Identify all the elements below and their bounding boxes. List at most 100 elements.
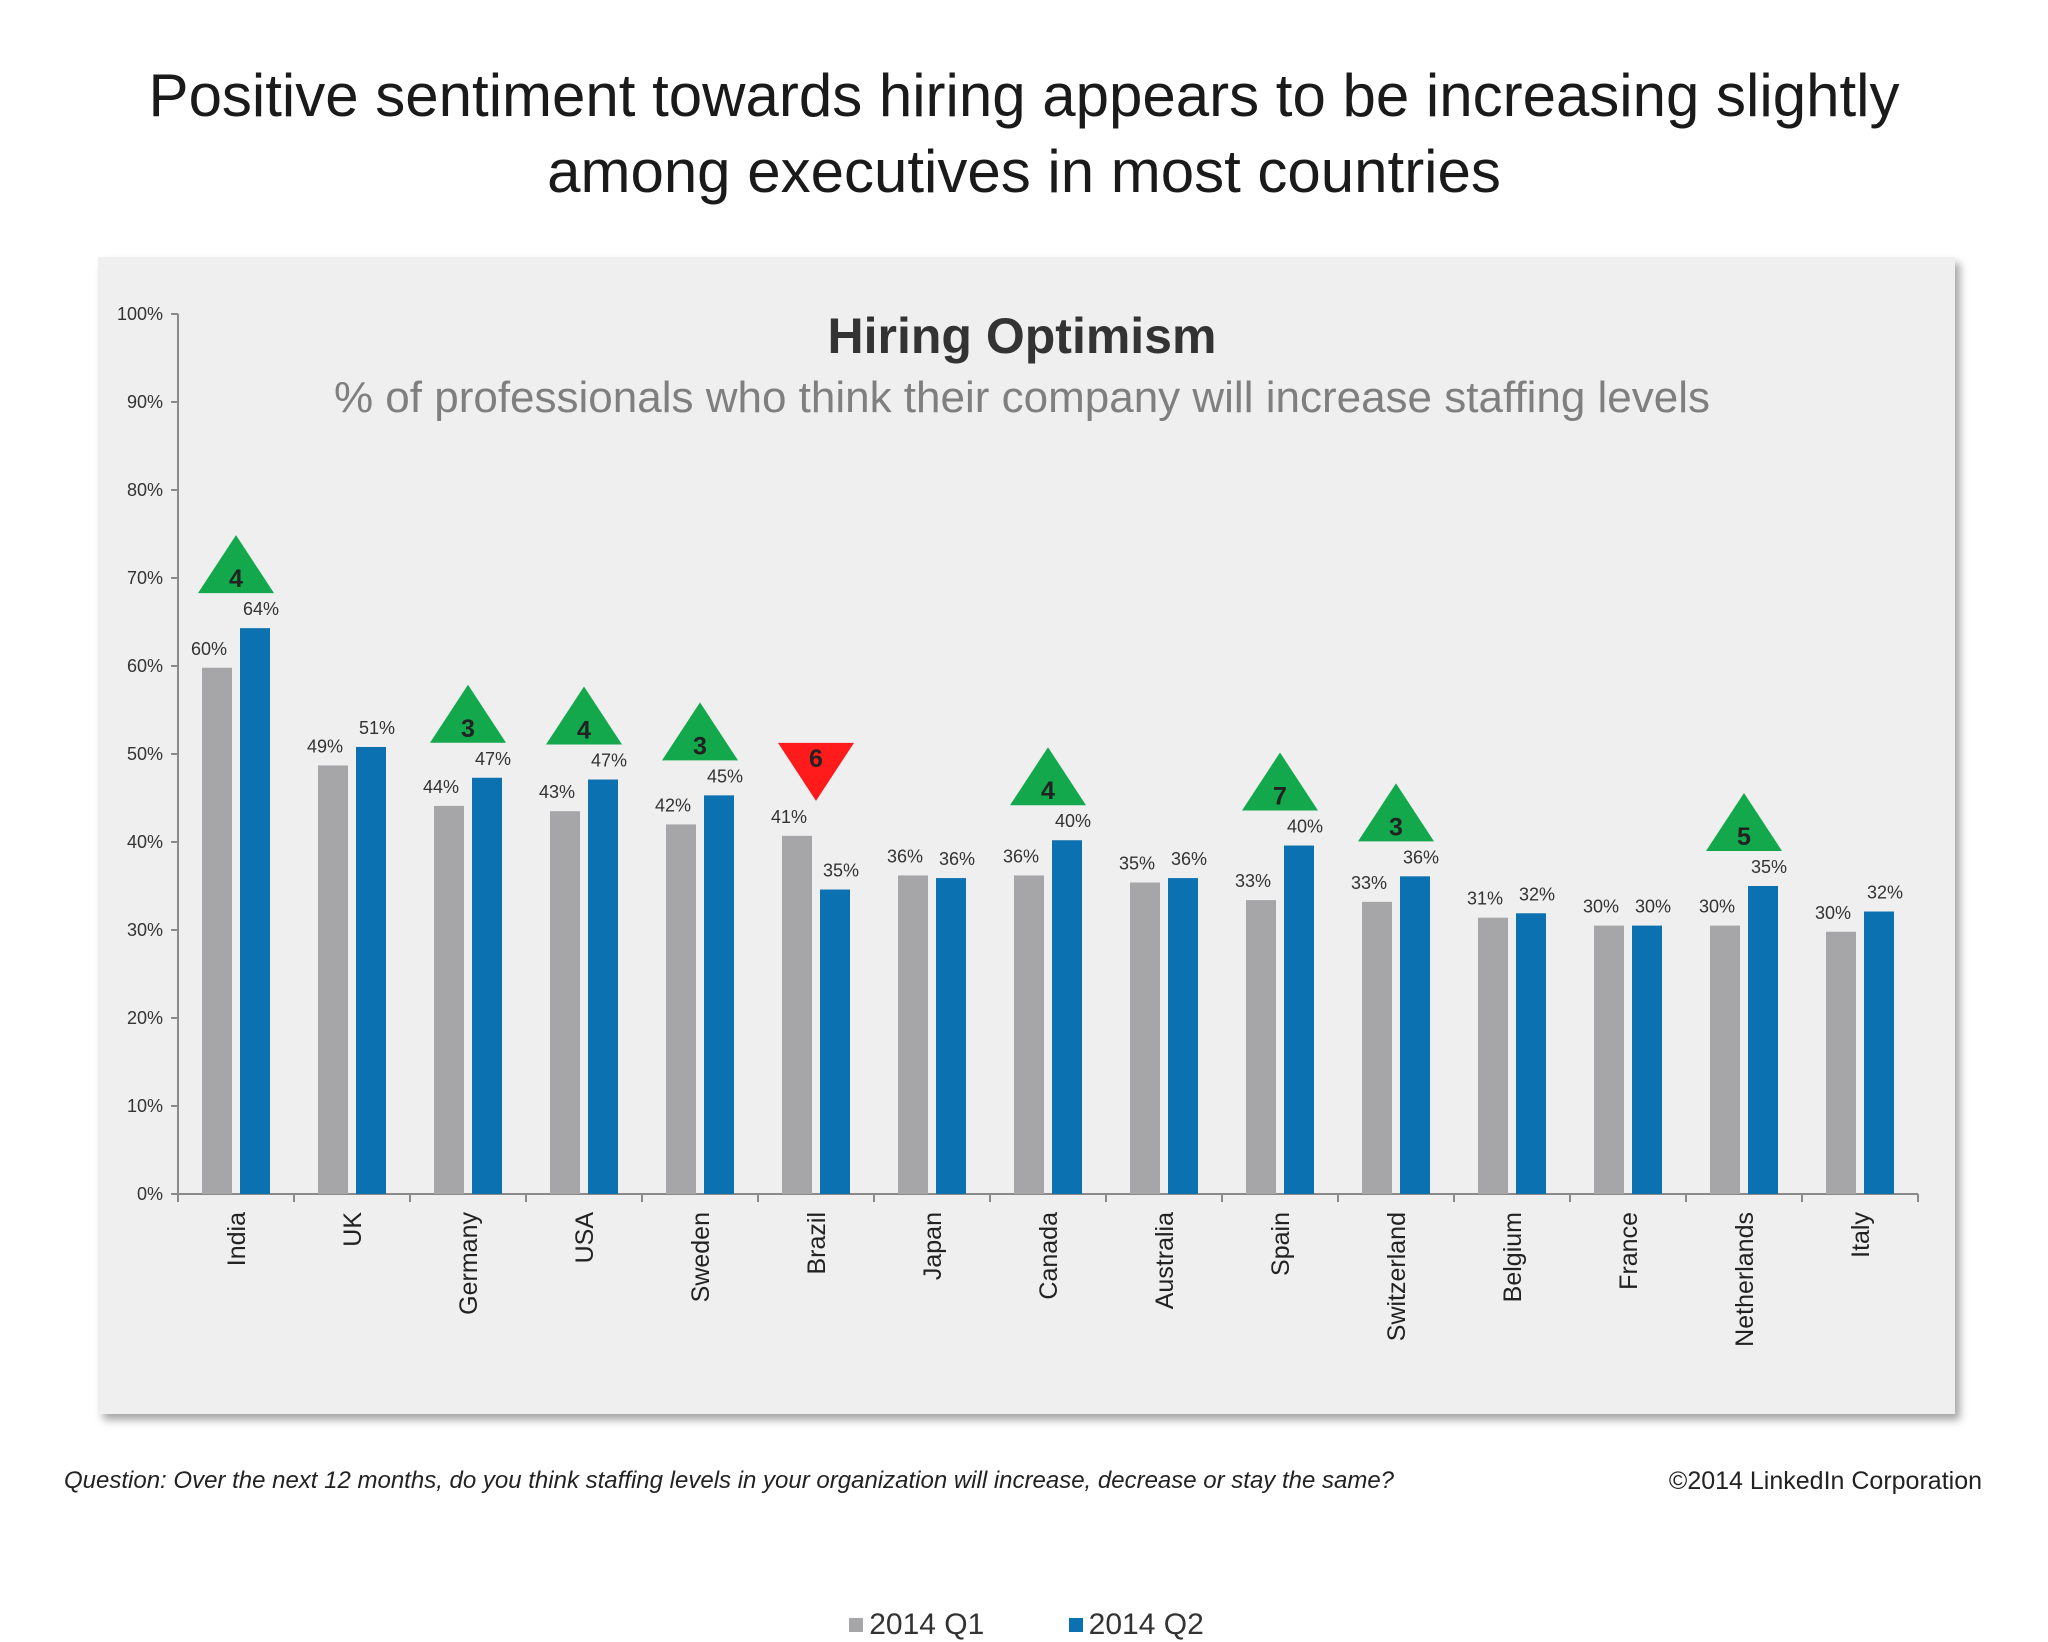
category-label-australia: Australia [1151,1212,1179,1309]
bar-italy-2014-q2 [1864,911,1894,1194]
bar-japan-2014-q1 [898,875,928,1194]
legend-label-q1: 2014 Q1 [869,1608,985,1641]
category-label-india: India [223,1212,251,1266]
value-label-usa-2014-q2: 47% [591,751,627,771]
bar-spain-2014-q2 [1284,845,1314,1194]
category-label-belgium: Belgium [1499,1212,1527,1302]
value-label-switzerland-2014-q2: 36% [1403,847,1439,867]
y-tick-label: 100% [117,304,163,324]
bar-netherlands-2014-q1 [1710,925,1740,1194]
bar-france-2014-q1 [1594,925,1624,1194]
change-label-germany: 3 [461,715,475,743]
footer-question: Question: Over the next 12 months, do yo… [64,1467,1395,1494]
y-tick-label: 0% [137,1184,163,1204]
change-label-brazil: 6 [809,745,823,773]
change-label-india: 4 [229,565,243,593]
slide-title-line-1: Positive sentiment towards hiring appear… [148,62,1900,129]
change-up-arrow-canada [1010,747,1086,806]
chart-title: Hiring Optimism [828,308,1217,364]
change-up-arrow-netherlands [1706,793,1782,851]
value-label-switzerland-2014-q1: 33% [1351,873,1387,893]
category-label-italy: Italy [1847,1212,1875,1258]
value-label-japan-2014-q1: 36% [887,846,923,866]
category-label-canada: Canada [1035,1212,1063,1300]
bar-belgium-2014-q2 [1516,913,1546,1194]
bar-switzerland-2014-q1 [1362,901,1392,1194]
footer-copyright: ©2014 LinkedIn Corporation [1668,1467,1982,1495]
bar-uk-2014-q1 [318,765,348,1194]
y-tick-label: 40% [127,832,163,852]
bar-sweden-2014-q2 [704,795,734,1194]
value-label-india-2014-q1: 60% [191,639,227,659]
category-label-uk: UK [339,1212,367,1247]
value-label-australia-2014-q1: 35% [1119,853,1155,873]
chart-subtitle: % of professionals who think their compa… [334,373,1710,422]
value-label-france-2014-q2: 30% [1635,897,1671,917]
y-tick-label: 80% [127,480,163,500]
legend-label-q2: 2014 Q2 [1088,1608,1204,1641]
y-tick-label: 50% [127,744,163,764]
value-label-spain-2014-q2: 40% [1287,817,1323,837]
bar-canada-2014-q2 [1052,840,1082,1194]
change-up-arrow-germany [430,684,506,743]
value-label-france-2014-q1: 30% [1583,897,1619,917]
category-label-germany: Germany [455,1212,483,1315]
change-label-netherlands: 5 [1737,823,1751,851]
value-label-germany-2014-q1: 44% [423,777,459,797]
value-label-uk-2014-q2: 51% [359,718,395,738]
legend-swatch-q2 [1068,1618,1083,1632]
change-label-canada: 4 [1041,777,1055,805]
bar-italy-2014-q1 [1826,931,1856,1194]
y-tick-label: 60% [127,656,163,676]
value-label-uk-2014-q1: 49% [307,736,343,756]
hiring-optimism-chart: Hiring Optimism % of professionals who t… [117,304,1919,1347]
y-tick-label: 10% [127,1096,163,1116]
bar-switzerland-2014-q2 [1400,876,1430,1194]
value-label-brazil-2014-q2: 35% [823,861,859,881]
value-label-italy-2014-q2: 32% [1867,883,1903,903]
value-label-netherlands-2014-q1: 30% [1699,897,1735,917]
change-up-arrow-spain [1242,752,1318,811]
change-up-arrow-usa [546,686,622,745]
value-label-netherlands-2014-q2: 35% [1751,857,1787,877]
value-label-italy-2014-q1: 30% [1815,903,1851,923]
category-label-usa: USA [571,1212,599,1264]
value-label-canada-2014-q1: 36% [1003,846,1039,866]
change-label-sweden: 3 [693,732,707,760]
y-tick-label: 70% [127,568,163,588]
value-label-australia-2014-q2: 36% [1171,849,1207,869]
change-label-usa: 4 [577,717,591,745]
bar-brazil-2014-q2 [820,889,850,1194]
bar-sweden-2014-q1 [666,824,696,1194]
change-up-arrow-india [198,535,274,594]
value-label-sweden-2014-q2: 45% [707,766,743,786]
bar-australia-2014-q1 [1130,882,1160,1194]
y-tick-label: 20% [127,1008,163,1028]
category-label-brazil: Brazil [803,1212,831,1275]
value-label-brazil-2014-q1: 41% [771,807,807,827]
legend-item-q1: 2014 Q1 [849,1608,984,1642]
bar-germany-2014-q1 [434,805,464,1194]
bar-france-2014-q2 [1632,925,1662,1194]
chart-legend: 2014 Q1 2014 Q2 [98,1608,1955,1642]
bar-spain-2014-q1 [1246,900,1276,1194]
bar-india-2014-q1 [202,667,232,1194]
bar-belgium-2014-q1 [1478,917,1508,1194]
value-label-india-2014-q2: 64% [243,599,279,619]
bar-germany-2014-q2 [472,777,502,1194]
change-label-spain: 7 [1273,783,1287,811]
category-label-france: France [1615,1212,1643,1290]
slide-title-line-2: among executives in most countries [547,138,1501,205]
value-label-sweden-2014-q1: 42% [655,795,691,815]
chart-panel: Hiring Optimism % of professionals who t… [98,257,1955,1641]
category-label-sweden: Sweden [687,1212,715,1302]
value-label-spain-2014-q1: 33% [1235,871,1271,891]
bar-canada-2014-q1 [1014,875,1044,1194]
legend-item-q2: 2014 Q2 [1068,1608,1204,1642]
bar-usa-2014-q1 [550,811,580,1194]
category-label-japan: Japan [919,1212,947,1280]
value-label-japan-2014-q2: 36% [939,849,975,869]
value-label-canada-2014-q2: 40% [1055,811,1091,831]
category-label-netherlands: Netherlands [1731,1212,1759,1347]
slide-title: Positive sentiment towards hiring appear… [0,58,2048,210]
